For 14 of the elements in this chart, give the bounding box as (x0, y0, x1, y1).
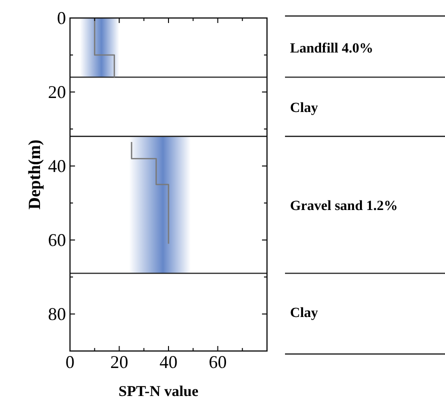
y-tick-label: 0 (57, 8, 66, 28)
text: Clay (290, 306, 318, 322)
y-tick-label: 60 (48, 230, 66, 250)
y-tick-label: 80 (48, 304, 66, 324)
y-tick-label: 40 (48, 156, 66, 176)
x-axis-title: SPT-N value (118, 384, 199, 400)
x-tick-label: 40 (160, 352, 178, 372)
x-tick-label: 60 (208, 352, 227, 372)
text: Clay (290, 100, 318, 116)
x-tick-label: 20 (110, 352, 128, 372)
y-tick-label: 20 (48, 82, 66, 102)
text: Gravel sand 1.2% (290, 198, 398, 214)
text: Landfill 4.0% (290, 42, 374, 57)
y-axis-title: Depth(m) (25, 140, 44, 210)
